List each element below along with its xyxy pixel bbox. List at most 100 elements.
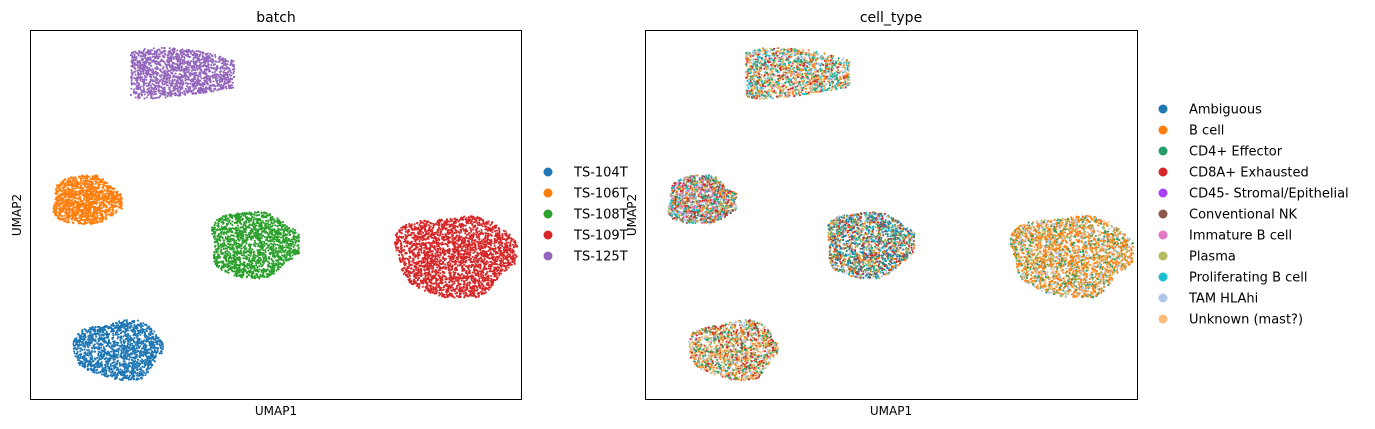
data-point xyxy=(187,60,190,63)
data-point xyxy=(130,76,133,79)
data-point xyxy=(237,227,240,230)
data-point xyxy=(263,268,267,271)
data-point xyxy=(240,270,244,273)
data-point xyxy=(73,181,76,184)
data-point xyxy=(187,66,190,69)
data-point xyxy=(188,50,191,53)
data-point xyxy=(260,265,263,268)
data-point xyxy=(269,218,272,221)
data-point xyxy=(277,256,280,259)
data-point xyxy=(209,81,212,84)
data-point xyxy=(59,188,62,191)
data-point xyxy=(229,238,232,241)
data-point xyxy=(236,256,239,259)
data-point xyxy=(118,203,121,206)
data-point xyxy=(77,222,81,225)
data-point xyxy=(105,218,108,221)
data-point xyxy=(228,235,232,238)
data-point xyxy=(210,58,213,61)
data-point xyxy=(83,179,86,182)
data-point xyxy=(224,250,227,253)
data-point xyxy=(58,193,61,196)
data-point xyxy=(218,84,221,87)
data-point xyxy=(266,263,269,266)
data-point xyxy=(219,217,223,220)
data-point xyxy=(190,60,193,63)
data-point xyxy=(297,240,300,243)
data-point xyxy=(276,254,279,257)
data-point xyxy=(102,185,105,188)
data-point xyxy=(172,69,175,72)
data-point xyxy=(246,234,249,237)
data-point xyxy=(139,61,142,64)
data-point xyxy=(260,252,263,255)
data-point xyxy=(220,246,223,249)
data-point xyxy=(253,235,256,238)
data-point xyxy=(92,201,95,204)
data-point xyxy=(114,195,117,198)
data-point xyxy=(197,75,200,78)
data-point xyxy=(170,83,174,86)
data-point xyxy=(249,218,252,221)
data-point xyxy=(288,251,291,255)
data-point xyxy=(101,202,105,205)
data-point xyxy=(132,66,135,69)
data-point xyxy=(173,47,176,50)
data-point xyxy=(85,217,89,220)
data-point xyxy=(196,67,199,71)
data-point xyxy=(261,275,264,278)
data-point xyxy=(208,75,212,78)
data-point xyxy=(189,52,193,55)
data-point xyxy=(254,269,257,273)
data-point xyxy=(87,188,90,191)
data-point xyxy=(211,54,214,57)
data-point xyxy=(235,264,238,267)
data-point xyxy=(196,77,200,80)
cluster-1 xyxy=(52,174,123,226)
data-point xyxy=(61,202,64,205)
batch-points xyxy=(52,46,519,382)
data-point xyxy=(272,269,275,272)
data-point xyxy=(258,213,261,217)
data-point xyxy=(230,260,233,263)
data-point xyxy=(271,254,275,257)
data-point xyxy=(215,251,218,254)
data-point xyxy=(227,240,231,243)
data-point xyxy=(57,196,60,199)
data-point xyxy=(261,254,264,257)
data-point xyxy=(167,77,170,80)
data-point xyxy=(234,266,238,269)
data-point xyxy=(61,215,64,218)
data-point xyxy=(267,235,270,238)
data-point xyxy=(191,67,194,70)
data-point xyxy=(169,59,172,62)
data-point xyxy=(281,245,284,248)
data-point xyxy=(160,58,163,61)
data-point xyxy=(87,212,90,215)
data-point xyxy=(204,53,207,56)
data-point xyxy=(290,257,293,260)
data-point xyxy=(214,261,217,264)
data-point xyxy=(59,196,63,199)
data-point xyxy=(228,251,231,254)
data-point xyxy=(258,225,261,228)
data-point xyxy=(87,214,90,217)
data-point xyxy=(225,87,228,90)
data-point xyxy=(229,77,232,80)
data-point xyxy=(216,228,219,231)
data-point xyxy=(205,86,208,89)
data-point xyxy=(269,228,273,231)
data-point xyxy=(108,194,111,197)
data-point xyxy=(259,219,262,222)
data-point xyxy=(193,62,196,65)
data-point xyxy=(151,55,154,58)
data-point xyxy=(252,218,255,221)
data-point xyxy=(63,178,67,181)
data-point xyxy=(74,191,77,194)
data-point xyxy=(184,82,187,85)
data-point xyxy=(204,64,207,67)
data-point xyxy=(191,82,194,85)
data-point xyxy=(137,54,140,57)
data-point xyxy=(245,256,248,259)
data-point xyxy=(217,235,220,238)
